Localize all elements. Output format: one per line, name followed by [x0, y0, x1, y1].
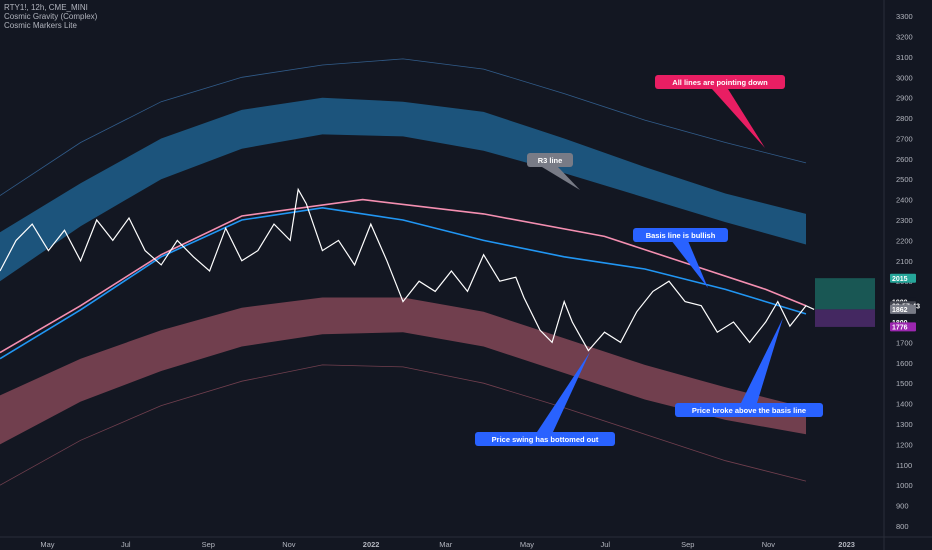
y-tick-label: 3300	[896, 12, 913, 21]
x-tick-label: 2023	[838, 540, 855, 549]
x-tick-label: 2022	[363, 540, 380, 549]
y-tick-label: 1200	[896, 440, 913, 449]
price-tag	[890, 304, 916, 314]
y-tick-label: 1300	[896, 420, 913, 429]
x-tick-label: Sep	[681, 540, 694, 549]
y-tick-label: 1000	[896, 481, 913, 490]
x-tick-label: Nov	[282, 540, 296, 549]
upper-target-zone	[815, 278, 875, 310]
upper-band	[0, 97, 806, 282]
y-tick-label: 2400	[896, 196, 913, 205]
y-tick-label: 2500	[896, 175, 913, 184]
x-tick-label: May	[520, 540, 534, 549]
annotation-box[interactable]	[475, 432, 615, 446]
price-tag	[890, 273, 916, 283]
outer-lower-line	[0, 364, 807, 486]
indicator-cosmic-gravity[interactable]: Cosmic Gravity (Complex)	[4, 12, 98, 21]
x-tick-label: Jul	[601, 540, 611, 549]
price-tag-label: 1862	[892, 307, 908, 314]
y-tick-label: 3200	[896, 33, 913, 42]
symbol-title[interactable]: RTY1!, 12h, CME_MINI	[4, 3, 88, 12]
annotation-pointer	[672, 242, 708, 288]
y-tick-label: 900	[896, 502, 909, 511]
x-tick-label: May	[40, 540, 54, 549]
annotation-text: Price broke above the basis line	[692, 406, 806, 415]
y-tick-label: 2600	[896, 155, 913, 164]
y-tick-label: 800	[896, 522, 909, 531]
price-tag-label: 2015	[892, 276, 908, 283]
lower-target-zone	[815, 309, 875, 327]
indicator-cosmic-markers[interactable]: Cosmic Markers Lite	[4, 21, 77, 30]
annotation-text: Basis line is bullish	[646, 231, 716, 240]
lower-band	[0, 297, 806, 445]
y-tick-label: 2100	[896, 257, 913, 266]
basis-line	[0, 206, 807, 360]
y-tick-label: 3000	[896, 73, 913, 82]
price-line	[0, 187, 815, 352]
y-tick-label: 2300	[896, 216, 913, 225]
annotation-text: Price swing has bottomed out	[492, 435, 599, 444]
r3-line	[0, 198, 807, 354]
annotation-text: All lines are pointing down	[672, 78, 768, 87]
y-tick-label: 2900	[896, 94, 913, 103]
y-tick-label: 1400	[896, 400, 913, 409]
x-tick-label: Mar	[439, 540, 452, 549]
chart-legend: RTY1!, 12h, CME_MINI Cosmic Gravity (Com…	[4, 3, 97, 30]
y-tick-label: 1700	[896, 338, 913, 347]
outer-upper-line	[0, 58, 807, 196]
y-tick-label: 2200	[896, 236, 913, 245]
price-tag	[890, 322, 916, 332]
annotation-box[interactable]	[675, 403, 823, 417]
y-tick-label: 3100	[896, 53, 913, 62]
annotation-text: R3 line	[538, 156, 563, 165]
y-tick-label: 1100	[896, 461, 912, 470]
annotation-pointer	[542, 167, 580, 190]
x-tick-label: Nov	[762, 540, 776, 549]
annotation-pointer	[712, 89, 765, 148]
x-tick-label: Sep	[202, 540, 215, 549]
y-tick-label: 1500	[896, 379, 913, 388]
annotation-pointer	[741, 318, 783, 403]
x-tick-label: Jul	[121, 540, 131, 549]
price-tag-label: 1776	[892, 325, 908, 332]
y-tick-label: 1600	[896, 359, 913, 368]
annotation-pointer	[537, 352, 590, 432]
annotation-box[interactable]	[633, 228, 728, 242]
y-tick-label: 2700	[896, 135, 913, 144]
y-tick-label: 2800	[896, 114, 913, 123]
annotation-box[interactable]	[527, 153, 573, 167]
annotation-box[interactable]	[655, 75, 785, 89]
